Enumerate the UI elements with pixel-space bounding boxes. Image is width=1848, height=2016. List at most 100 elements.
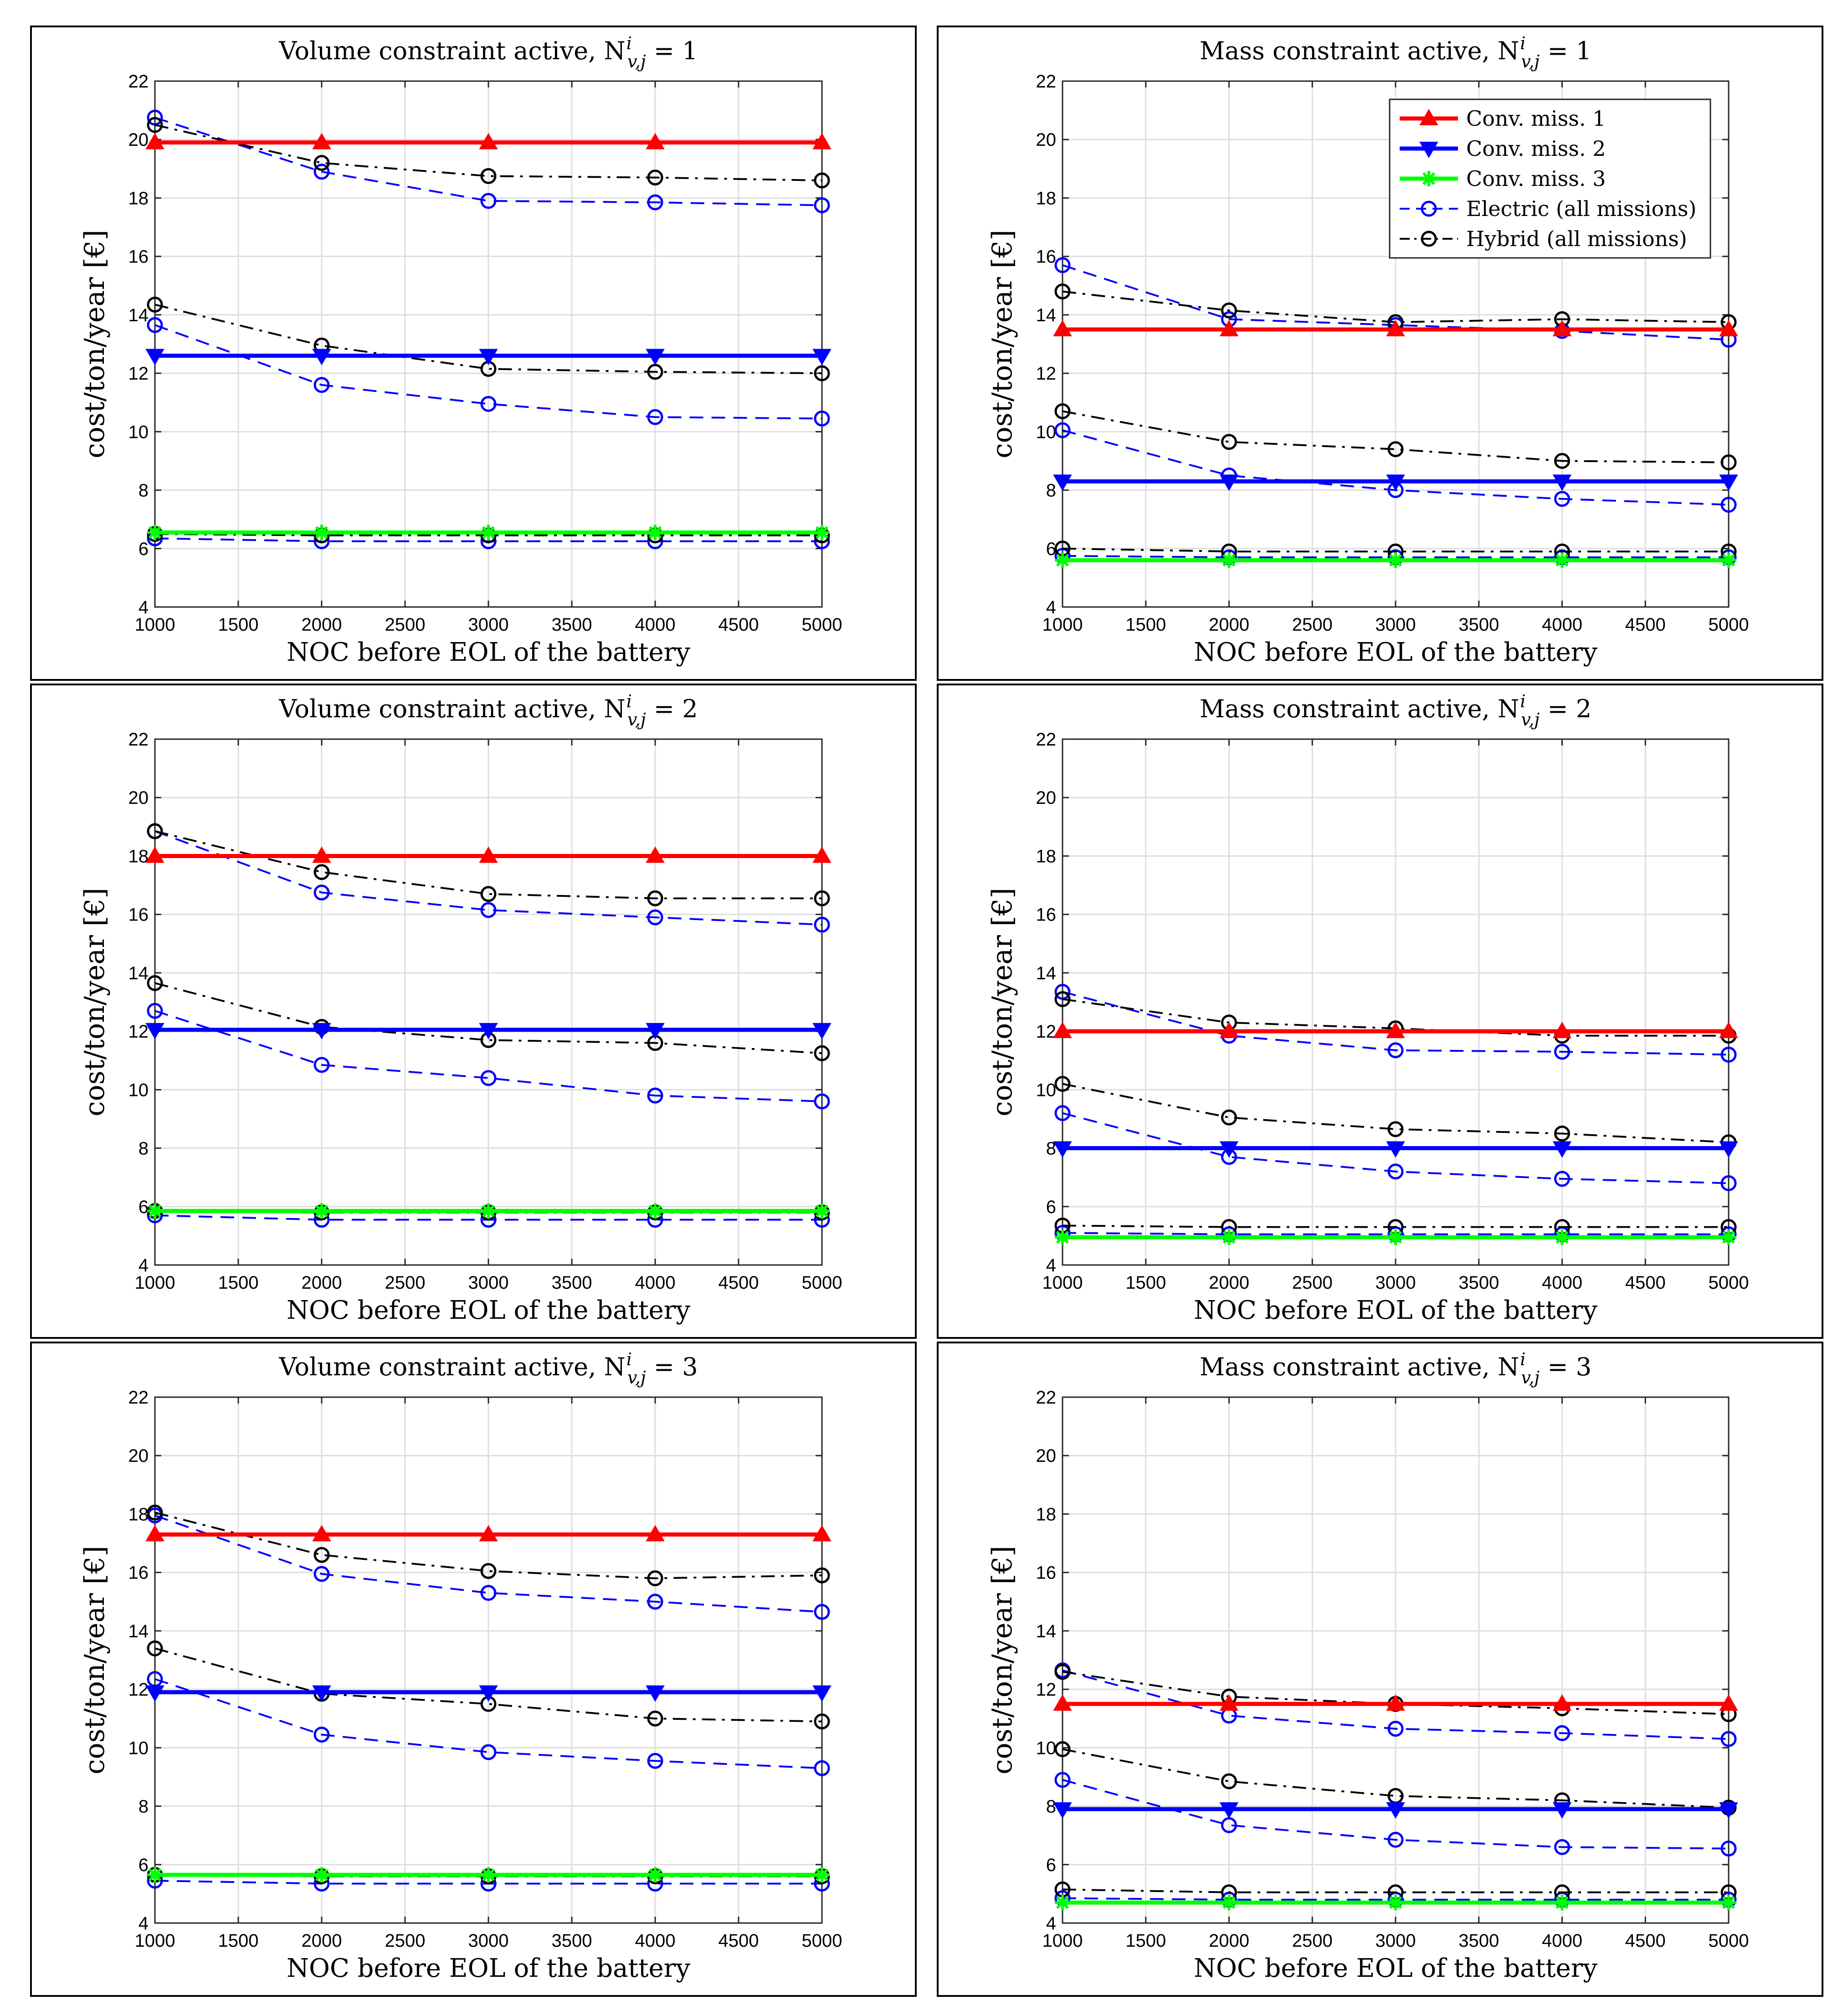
title-superscript: i: [1520, 691, 1525, 711]
chart-panel-6: 1000 1500 2000 2500 3000 3500 4000 4500 5000 4 6 8 1…: [937, 1342, 1823, 1997]
y-tick-label: 22: [1036, 730, 1057, 750]
data-point: [145, 846, 164, 863]
x-tick-label: 3500: [552, 1931, 592, 1951]
data-point: [647, 890, 663, 906]
y-tick-label: 12: [1036, 1022, 1057, 1042]
data-point: [1720, 1731, 1737, 1747]
y-tick-label: 4: [139, 597, 149, 617]
x-tick-label: 1000: [135, 1273, 175, 1293]
data-point: [480, 1744, 497, 1760]
data-point: [1219, 1694, 1239, 1711]
chart-title: Mass constraint active, Ni v,j = 2: [1200, 691, 1591, 730]
data-point: [147, 1504, 163, 1521]
data-point: [1554, 1171, 1570, 1187]
y-tick-label: 8: [1046, 1139, 1056, 1159]
data-point: [1386, 1022, 1405, 1039]
series-line-hybrid-miss-2: [154, 982, 822, 1054]
data-point: [147, 1003, 163, 1019]
data-point: [481, 1867, 496, 1883]
data-point: [145, 349, 164, 365]
data-point: [312, 1525, 331, 1542]
series-group: [1053, 1662, 1738, 1911]
data-point: [481, 525, 496, 540]
title-superscript: i: [626, 691, 632, 711]
data-point: [1386, 1802, 1405, 1819]
x-tick-label: 2000: [302, 1931, 342, 1951]
x-tick-label: 5000: [802, 1931, 842, 1951]
data-point: [1054, 403, 1071, 419]
title-text: Volume constraint active, N: [278, 694, 625, 723]
data-point: [1388, 552, 1403, 568]
x-tick-label: 4500: [1625, 1273, 1666, 1293]
data-point: [1221, 1229, 1237, 1245]
data-point: [647, 525, 663, 540]
data-point: [312, 133, 331, 149]
series-group: [1053, 257, 1738, 568]
data-point: [1719, 1141, 1738, 1158]
y-tick-label: 20: [1036, 1446, 1057, 1466]
y-tick-label: 12: [128, 1022, 149, 1042]
x-tick-label: 4500: [719, 615, 759, 635]
data-point: [1055, 552, 1070, 568]
data-point: [1554, 1044, 1570, 1060]
data-point: [312, 1685, 331, 1702]
data-point: [1221, 1895, 1237, 1911]
x-tick-label: 5000: [1709, 1931, 1749, 1951]
data-point: [1053, 1802, 1072, 1819]
data-point: [647, 1087, 663, 1104]
y-tick-label: 10: [128, 1080, 149, 1100]
data-point: [1053, 1141, 1072, 1158]
y-tick-label: 16: [1036, 905, 1057, 925]
data-point: [1386, 1694, 1405, 1711]
y-tick-label: 18: [1036, 846, 1057, 866]
data-point: [1221, 1773, 1237, 1790]
data-point: [812, 349, 832, 365]
data-point: [814, 410, 830, 427]
series-line-hybrid-miss-2: [154, 1647, 822, 1723]
y-tick-label: 8: [1046, 481, 1056, 501]
x-tick-label: 4000: [1542, 1273, 1582, 1293]
y-tick-label: 14: [128, 1621, 149, 1641]
data-point: [480, 886, 497, 902]
series-line-electric-miss-2: [154, 1010, 822, 1102]
data-point: [1388, 1895, 1403, 1911]
x-tick-label: 3000: [1376, 1931, 1416, 1951]
data-point: [313, 1057, 330, 1073]
x-tick-label: 1000: [135, 615, 175, 635]
y-tick-label: 20: [128, 1446, 149, 1466]
data-point: [1554, 1229, 1570, 1245]
data-point: [313, 155, 330, 171]
title-suffix: = 2: [1540, 694, 1591, 723]
series-group: [145, 823, 832, 1228]
x-tick-label: 5000: [802, 615, 842, 635]
data-point: [312, 349, 331, 365]
data-point: [814, 1567, 830, 1584]
data-point: [1552, 1141, 1572, 1158]
title-subscript: v,j: [1521, 1368, 1540, 1388]
x-tick-label: 1500: [218, 1931, 259, 1951]
data-point: [647, 409, 663, 425]
data-point: [1720, 1046, 1737, 1063]
x-tick-label: 1000: [1042, 1273, 1083, 1293]
x-axis-label: NOC before EOL of the battery: [1194, 1296, 1597, 1325]
data-point: [147, 317, 163, 333]
legend-entry: Conv. miss. 3: [1466, 166, 1606, 191]
y-tick-label: 22: [1036, 72, 1057, 92]
y-axis-label: cost/ton/year [€]: [986, 1546, 1018, 1774]
legend-entry: Conv. miss. 2: [1466, 136, 1606, 161]
title-suffix: = 2: [646, 694, 698, 723]
data-point: [814, 1713, 830, 1730]
legend-marker: [1421, 201, 1437, 217]
chart-title: Volume constraint active, Ni v,j = 3: [278, 1349, 698, 1388]
series-line-hybrid-miss-2: [1062, 410, 1729, 463]
data-point: [1721, 1229, 1736, 1245]
legend-marker: [1421, 171, 1437, 186]
y-axis-label: cost/ton/year [€]: [986, 888, 1018, 1116]
data-point: [1219, 1022, 1239, 1039]
title-superscript: i: [626, 1349, 632, 1369]
data-point: [479, 1525, 498, 1542]
x-axis-label: NOC before EOL of the battery: [287, 638, 690, 667]
series-line-hybrid-miss-2: [154, 303, 822, 375]
data-point: [647, 1867, 663, 1883]
data-point: [1054, 1105, 1071, 1121]
